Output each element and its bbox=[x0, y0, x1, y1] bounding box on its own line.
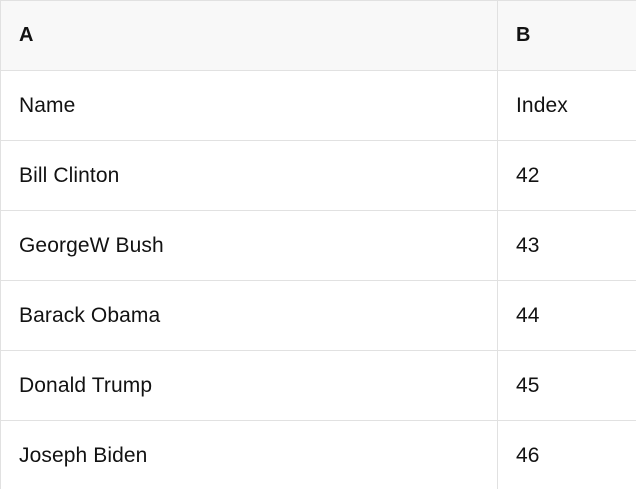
table-row: Name Index bbox=[1, 71, 636, 141]
cell-name[interactable]: Joseph Biden bbox=[1, 421, 498, 489]
cell-index[interactable]: 42 bbox=[516, 163, 540, 187]
table-row: Joseph Biden 46 bbox=[1, 421, 636, 489]
cell-name[interactable]: Bill Clinton bbox=[1, 141, 498, 210]
cell-index-header[interactable]: Index bbox=[516, 93, 568, 117]
table-row: Bill Clinton 42 bbox=[1, 141, 636, 211]
cell-name[interactable]: GeorgeW Bush bbox=[1, 211, 498, 280]
column-header-b[interactable]: B bbox=[516, 24, 531, 46]
cell-index[interactable]: 45 bbox=[516, 373, 540, 397]
cell-name[interactable]: Barack Obama bbox=[1, 281, 498, 350]
cell-name[interactable]: Donald Trump bbox=[1, 351, 498, 420]
cell-index[interactable]: 43 bbox=[516, 233, 540, 257]
cell-index[interactable]: 46 bbox=[516, 443, 540, 467]
column-header-row: A B bbox=[1, 1, 636, 71]
table-row: Donald Trump 45 bbox=[1, 351, 636, 421]
table-row: Barack Obama 44 bbox=[1, 281, 636, 351]
cell-index[interactable]: 44 bbox=[516, 303, 540, 327]
table-row: GeorgeW Bush 43 bbox=[1, 211, 636, 281]
column-header-a[interactable]: A bbox=[1, 1, 498, 70]
cell-name-header[interactable]: Name bbox=[1, 71, 498, 140]
